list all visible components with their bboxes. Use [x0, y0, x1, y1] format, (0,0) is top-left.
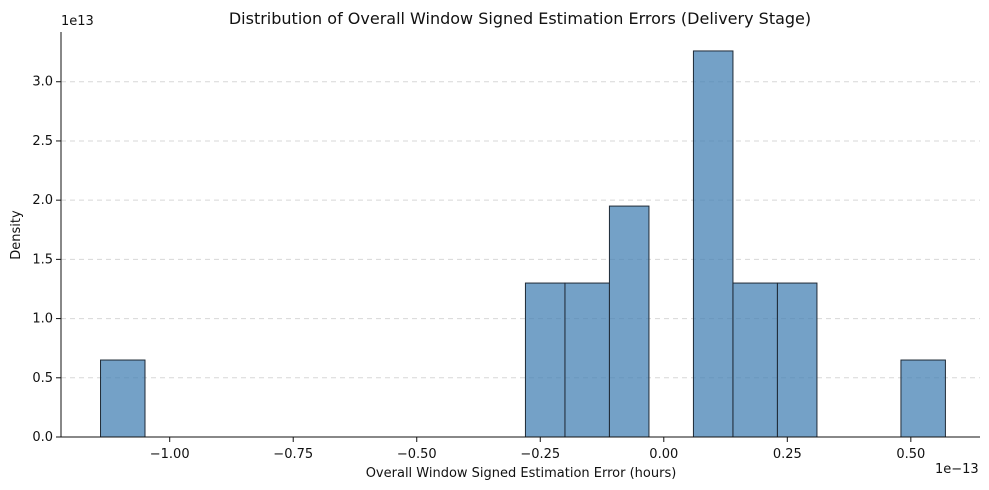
histogram-bar — [776, 282, 818, 438]
x-axis-label: Overall Window Signed Estimation Error (… — [366, 466, 677, 481]
y-tick-label: 3.0 — [32, 75, 53, 90]
histogram-bar — [524, 282, 566, 438]
y-tick-label: 1.0 — [32, 312, 53, 327]
axes-layer — [60, 32, 980, 438]
x-tick-label: −0.75 — [273, 447, 313, 462]
x-tick-label: 0.00 — [649, 447, 678, 462]
y-offset-label: 1e13 — [61, 14, 94, 29]
histogram-bar — [692, 50, 734, 438]
ticks-layer: 0.0 0.5 1.0 1.5 2.0 2.5 3.0 −1.00 −0.75 −0.50 −0.2… — [32, 75, 925, 462]
x-tick-label: −1.00 — [150, 447, 190, 462]
y-tick-label: 0.5 — [32, 371, 53, 386]
x-tick-label: 0.25 — [773, 447, 802, 462]
histogram-bar — [900, 359, 946, 438]
y-axis-label: Density — [9, 210, 24, 260]
y-tick-label: 2.0 — [32, 193, 53, 208]
y-tick-label: 0.0 — [32, 430, 53, 445]
histogram-bar — [100, 359, 146, 438]
grid-layer — [61, 81, 980, 379]
chart-title: Distribution of Overall Window Signed Es… — [229, 9, 811, 28]
bars-layer — [100, 50, 946, 438]
y-tick-label: 2.5 — [32, 134, 53, 149]
x-tick-label: −0.50 — [397, 447, 437, 462]
histogram-bar — [732, 282, 778, 438]
x-tick-label: −0.25 — [520, 447, 560, 462]
histogram-bar — [608, 205, 650, 438]
x-tick-label: 0.50 — [896, 447, 925, 462]
y-tick-label: 1.5 — [32, 252, 53, 267]
x-offset-label: 1e−13 — [935, 462, 979, 477]
histogram-bar — [564, 282, 610, 438]
